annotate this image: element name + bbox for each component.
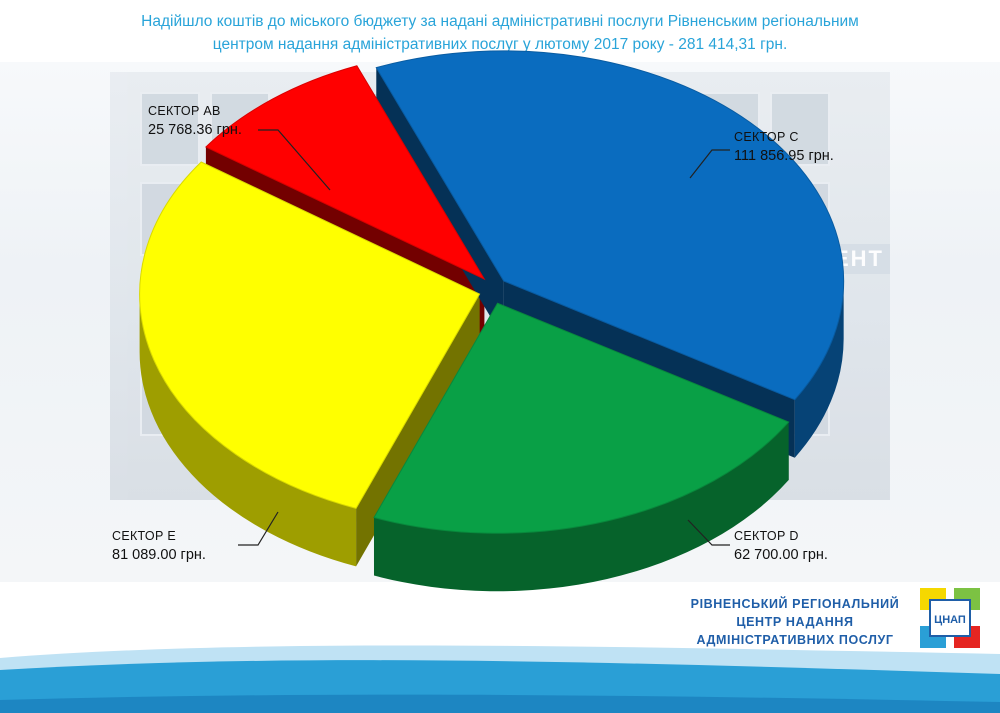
label-sector-ab-value: 25 768.36 грн.	[148, 122, 242, 138]
title-line-2: центром надання адміністративних послуг …	[212, 36, 788, 53]
slice-side-0	[794, 280, 844, 458]
slice-side-2	[139, 294, 357, 567]
label-sector-e-name: СЕКТОР Е	[112, 529, 176, 543]
label-sector-d: СЕКТОР D 62 700.00 грн.	[734, 529, 828, 563]
label-sector-c-name: СЕКТОР С	[734, 130, 799, 144]
bottom-wave	[0, 645, 1000, 713]
slice-СЕКТОР С	[375, 50, 845, 401]
label-sector-d-value: 62 700.00 грн.	[734, 547, 828, 563]
org-line-3: АДМІНІСТРАТИВНИХ ПОСЛУГ	[696, 633, 894, 647]
org-line-1: РІВНЕНСЬКИЙ РЕГІОНАЛЬНИЙ	[690, 597, 900, 611]
org-line-2: ЦЕНТР НАДАННЯ	[736, 615, 854, 629]
page-title: Надійшло коштів до міського бюджету за н…	[60, 10, 940, 56]
label-sector-d-name: СЕКТОР D	[734, 529, 799, 543]
slice-СЕКТОР АВ	[205, 65, 486, 281]
label-sector-c: СЕКТОР С 111 856.95 грн.	[734, 130, 834, 164]
leader-line-3	[238, 511, 279, 546]
organization-name: РІВНЕНСЬКИЙ РЕГІОНАЛЬНИЙ ЦЕНТР НАДАННЯ А…	[680, 595, 910, 649]
leader-line-0	[258, 129, 331, 191]
slice-СЕКТОР D	[373, 302, 790, 534]
label-sector-e: СЕКТОР Е 81 089.00 грн.	[112, 529, 206, 563]
label-sector-c-value: 111 856.95 грн.	[734, 148, 834, 164]
logo-text: ЦНАП	[934, 614, 966, 626]
label-sector-ab: СЕКТОР АВ 25 768.36 грн.	[148, 104, 242, 138]
title-line-1: Надійшло коштів до міського бюджету за н…	[141, 13, 859, 30]
building-window	[140, 92, 200, 166]
cnap-logo: ЦНАП	[920, 588, 980, 648]
label-sector-e-value: 81 089.00 грн.	[112, 547, 206, 563]
leader-line-1	[689, 149, 730, 179]
slice-side-1	[373, 422, 789, 592]
label-sector-ab-name: СЕКТОР АВ	[148, 104, 221, 118]
leader-line-2	[687, 519, 730, 546]
slice-СЕКТОР Е	[139, 161, 481, 509]
